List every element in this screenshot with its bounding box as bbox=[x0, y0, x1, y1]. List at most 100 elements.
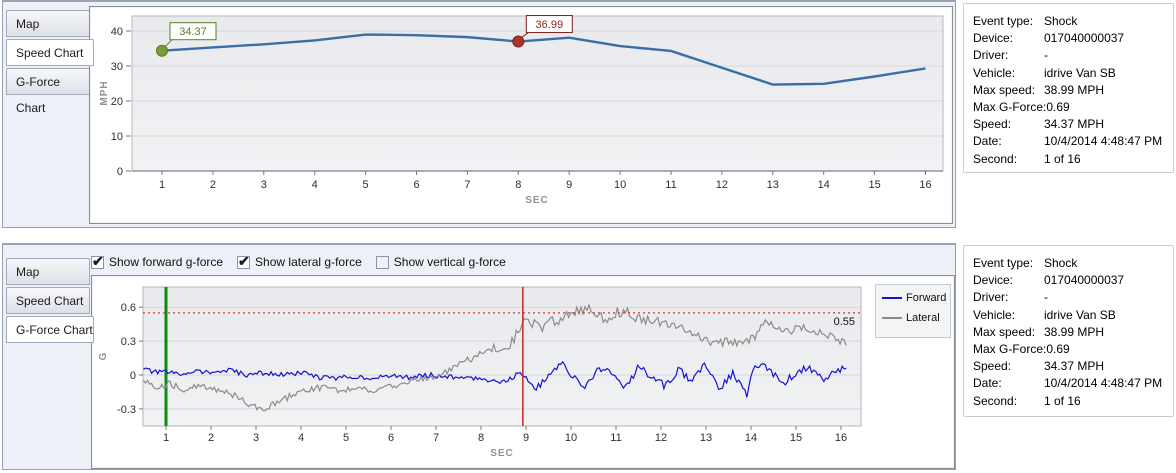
forward-line-swatch bbox=[882, 297, 902, 299]
tab-speed-chart-top[interactable]: Speed Chart bbox=[6, 39, 94, 66]
data-point-label: 34.37 bbox=[179, 26, 207, 38]
svg-text:10: 10 bbox=[614, 179, 626, 191]
checkbox-checked-icon[interactable] bbox=[237, 253, 251, 270]
info-value: 017040000037 bbox=[1044, 31, 1125, 46]
legend-label: Lateral bbox=[906, 312, 940, 324]
info-row: Event type: Shock bbox=[973, 13, 1167, 30]
svg-text:20: 20 bbox=[111, 96, 123, 108]
info-value: 34.37 MPH bbox=[1044, 117, 1105, 132]
svg-text:15: 15 bbox=[868, 179, 880, 191]
info-label: Second: bbox=[973, 151, 1018, 166]
info-row: Date: 10/4/2014 4:48:47 PM bbox=[973, 133, 1167, 150]
tab-map-top[interactable]: Map bbox=[6, 10, 90, 37]
tab-map-bottom[interactable]: Map bbox=[6, 258, 90, 285]
x-axis-title: SEC bbox=[525, 195, 549, 206]
info-label: Driver: bbox=[973, 48, 1009, 63]
svg-text:14: 14 bbox=[818, 179, 830, 191]
info-value: - bbox=[1044, 290, 1048, 305]
info-label: Event type: bbox=[973, 256, 1034, 270]
svg-text:2: 2 bbox=[210, 179, 216, 191]
svg-text:3: 3 bbox=[253, 432, 259, 444]
info-row: Driver: - bbox=[973, 47, 1167, 64]
event-info-card-bottom: Event type: Shock Device: 017040000037 Drive… bbox=[963, 245, 1174, 417]
info-row: Max G-Force: 0.69 bbox=[973, 99, 1167, 116]
info-value: 1 of 16 bbox=[1044, 151, 1081, 166]
info-row: Speed: 34.37 MPH bbox=[973, 116, 1167, 133]
speed-line bbox=[161, 33, 926, 86]
svg-text:7: 7 bbox=[464, 179, 470, 191]
svg-text:2: 2 bbox=[208, 432, 214, 444]
svg-text:4: 4 bbox=[312, 179, 318, 191]
info-row: Second: 1 of 16 bbox=[973, 151, 1167, 168]
checkbox-show-forward-gforce[interactable]: Show forward g-force bbox=[91, 253, 224, 270]
threshold-value-label: 0.55 bbox=[834, 316, 855, 328]
info-label: Max speed: bbox=[973, 82, 1036, 97]
svg-text:8: 8 bbox=[515, 179, 521, 191]
data-point-label: 36.99 bbox=[536, 19, 564, 31]
info-row: Max G-Force: 0.69 bbox=[973, 341, 1167, 358]
svg-text:5: 5 bbox=[343, 432, 349, 444]
svg-text:13: 13 bbox=[700, 432, 712, 444]
tab-label: G-Force Chart bbox=[16, 75, 61, 115]
svg-text:16: 16 bbox=[835, 432, 847, 444]
data-point-label-box bbox=[525, 15, 573, 34]
svg-text:-0.3: -0.3 bbox=[117, 404, 136, 416]
svg-text:15: 15 bbox=[790, 432, 802, 444]
svg-text:4: 4 bbox=[298, 432, 304, 444]
y-axis-title: G bbox=[98, 352, 109, 361]
svg-text:10: 10 bbox=[565, 432, 577, 444]
info-value: 017040000037 bbox=[1044, 273, 1125, 288]
info-value: idrive Van SB bbox=[1044, 65, 1116, 80]
gforce-legend: Forward Lateral bbox=[875, 284, 951, 338]
info-row: Max speed: 38.99 MPH bbox=[973, 82, 1167, 99]
info-value: idrive Van SB bbox=[1044, 307, 1116, 322]
tab-label: Map bbox=[16, 17, 40, 31]
event-info-card-top: Event type: Shock Device: 017040000037 Drive… bbox=[963, 3, 1174, 173]
info-label: Driver: bbox=[973, 290, 1009, 305]
checkbox-show-lateral-gforce[interactable]: Show lateral g-force bbox=[237, 253, 362, 270]
speed-chart-svg[interactable]: 1 2 3 4 5 6 7 8 9 10 11 12 13 14 15 16010203040SECMPH34… bbox=[90, 7, 952, 223]
info-value: - bbox=[1044, 48, 1048, 63]
checkbox-label: Show vertical g-force bbox=[393, 255, 506, 269]
info-row: Date: 10/4/2014 4:48:47 PM bbox=[973, 375, 1167, 392]
svg-text:6: 6 bbox=[388, 432, 394, 444]
info-row: Speed: 34.37 MPH bbox=[973, 358, 1167, 375]
svg-text:1: 1 bbox=[159, 179, 165, 191]
tab-label: G-Force Chart bbox=[16, 323, 93, 337]
checkbox-unchecked-icon[interactable] bbox=[375, 255, 389, 269]
tab-gforce-chart-bottom[interactable]: G-Force Chart bbox=[6, 316, 94, 343]
checkbox-show-vertical-gforce[interactable]: Show vertical g-force bbox=[375, 255, 506, 269]
checkbox-label: Show forward g-force bbox=[109, 255, 224, 269]
svg-text:11: 11 bbox=[610, 432, 621, 444]
info-value: 34.37 MPH bbox=[1044, 359, 1105, 374]
svg-text:3: 3 bbox=[261, 179, 267, 191]
info-row: Vehicle: idrive Van SB bbox=[973, 307, 1167, 324]
svg-text:1: 1 bbox=[163, 432, 169, 444]
info-label: Vehicle: bbox=[973, 307, 1016, 322]
speed-chart-container[interactable]: 1 2 3 4 5 6 7 8 9 10 11 12 13 14 15 16 0 10 20 30 40 SEC MPH 34… bbox=[89, 6, 953, 224]
svg-text:9: 9 bbox=[566, 179, 572, 191]
info-label: Max G-Force: bbox=[973, 342, 1047, 357]
forward-line bbox=[143, 360, 847, 398]
svg-text:9: 9 bbox=[523, 432, 529, 444]
data-point-marker bbox=[512, 35, 525, 48]
svg-text:0.3: 0.3 bbox=[121, 336, 136, 348]
gforce-chart-svg[interactable]: 0.551 2 3 4 5 6 7 8 9 10 11 12 13 14 15 16-0.300.30.6SE… bbox=[92, 276, 954, 468]
tab-speed-chart-bottom[interactable]: Speed Chart bbox=[6, 287, 90, 314]
svg-text:12: 12 bbox=[655, 432, 667, 444]
info-label: Event type: bbox=[973, 14, 1034, 28]
svg-text:14: 14 bbox=[745, 432, 757, 444]
info-label: Speed: bbox=[973, 359, 1012, 374]
checkbox-checked-icon[interactable] bbox=[91, 253, 104, 270]
gforce-chart-container[interactable]: 0.55 1 2 3 4 5 6 7 8 9 10 11 12 13 14 15 16 -0.3 0 0.3 0.6 SE… bbox=[91, 275, 955, 469]
info-row: Device: 017040000037 bbox=[973, 272, 1167, 289]
info-row: Second: 1 of 16 bbox=[973, 393, 1167, 410]
info-label: Device: bbox=[973, 273, 1014, 288]
svg-text:8: 8 bbox=[478, 432, 484, 444]
tab-gforce-chart-top[interactable]: G-Force Chart bbox=[6, 68, 90, 115]
svg-text:7: 7 bbox=[433, 432, 439, 444]
info-value: 0.69 bbox=[1046, 342, 1070, 357]
info-value: 38.99 MPH bbox=[1044, 82, 1105, 97]
svg-text:16: 16 bbox=[919, 179, 931, 191]
